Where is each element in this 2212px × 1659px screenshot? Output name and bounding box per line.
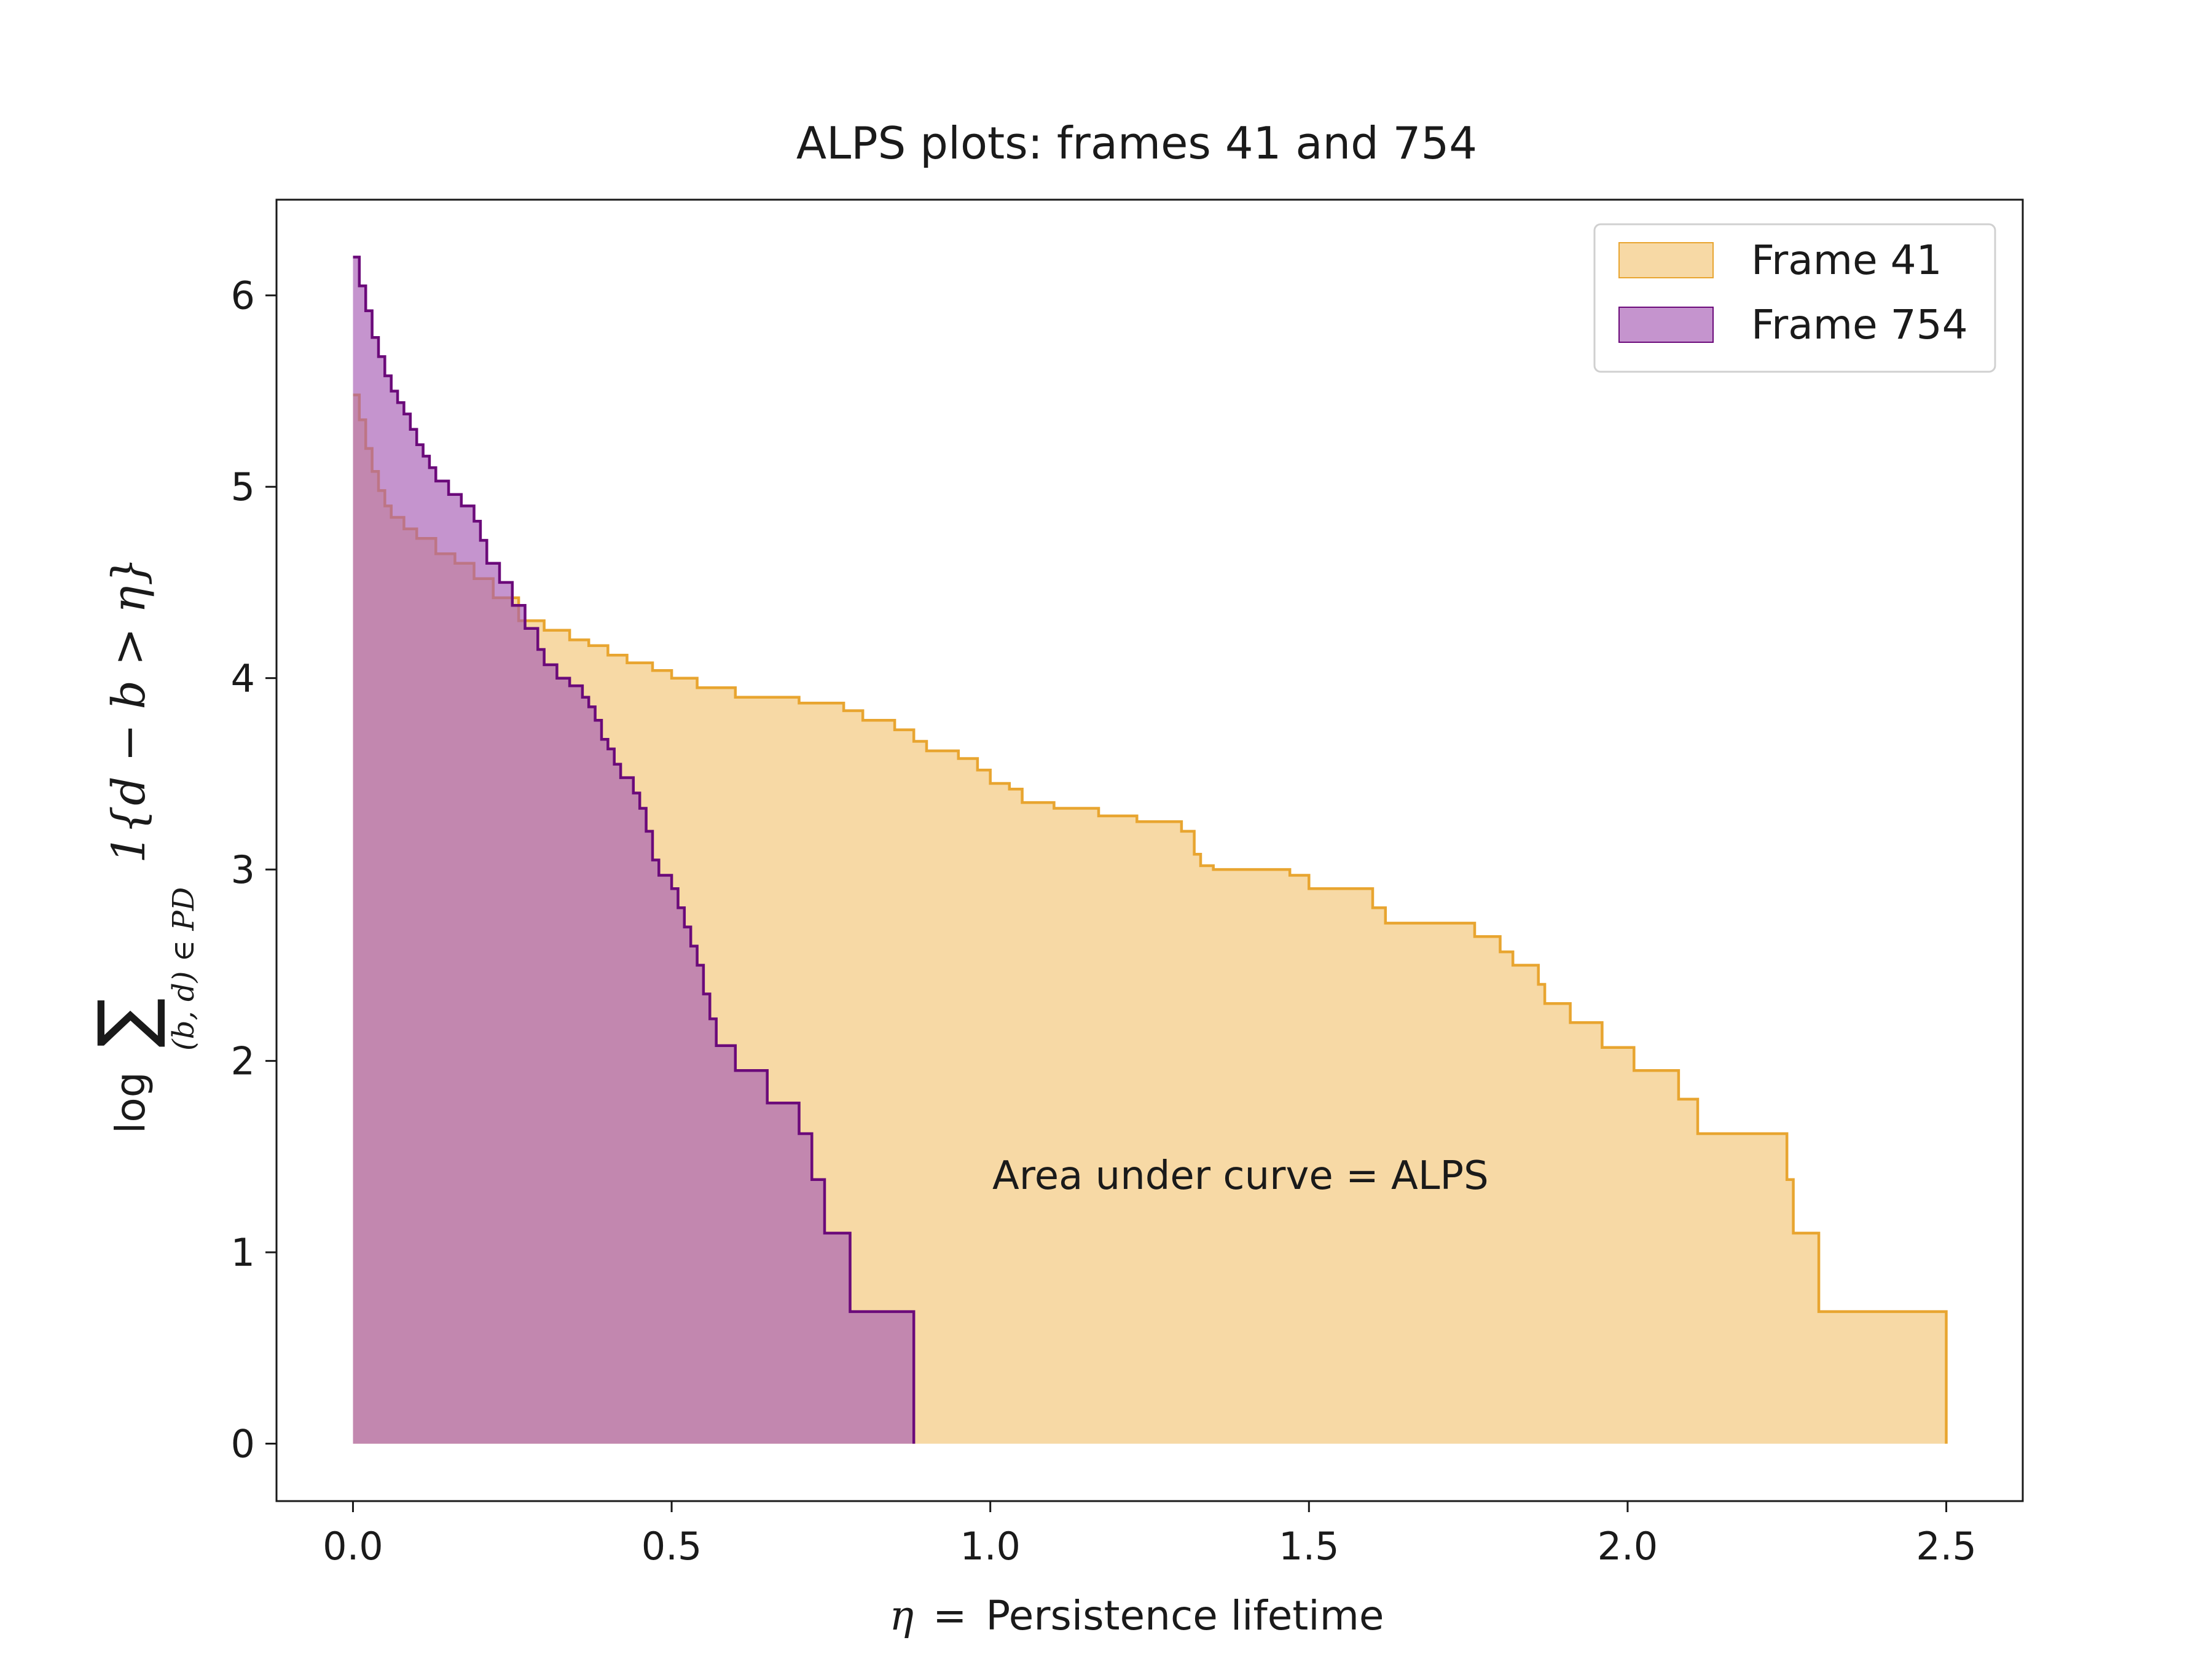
y-axis-label-sum: ∑ [83,998,168,1048]
x-axis-label-text: Persistence lifetime [986,1592,1384,1639]
x-axis: 0.0 0.5 1.0 1.5 2.0 2.5 [323,1501,1977,1569]
x-tick-label: 0.0 [323,1524,383,1569]
y-tick-label: 3 [231,847,255,892]
x-tick-label: 2.5 [1916,1524,1977,1569]
plot-frame [275,198,2024,1502]
x-axis-label: η = Persistence lifetime [890,1592,1384,1639]
legend-label-frame-41: Frame 41 [1751,237,1942,284]
x-axis-label-equals: = [933,1592,967,1639]
y-tick-label: 0 [231,1422,255,1467]
plot-area [353,256,1948,1444]
y-axis: 0 1 2 3 4 5 6 [231,273,276,1467]
legend: Frame 41 Frame 754 [1593,223,1996,373]
y-tick-label: 4 [231,656,255,701]
area-frame-754 [353,257,914,1444]
x-tick-label: 1.5 [1279,1524,1339,1569]
x-tick-label: 2.0 [1598,1524,1658,1569]
y-axis-label-log: log [107,1072,154,1134]
x-tick-label: 1.0 [960,1524,1021,1569]
y-axis-label: log ∑ (b, d) ∈ PD 1{d − b > η} [83,557,201,1134]
y-tick-label: 1 [231,1230,255,1275]
y-axis-label-indicator: 1{d − b > η} [103,557,155,863]
legend-label-frame-754: Frame 754 [1751,301,1968,348]
y-tick-label: 2 [231,1039,255,1084]
y-axis-label-subscript: (b, d) ∈ PD [167,887,201,1051]
x-axis-label-symbol: η [890,1592,914,1639]
annotation-text: Area under curve = ALPS [992,1153,1489,1199]
x-tick-label: 0.5 [641,1524,702,1569]
legend-swatch-frame-754 [1618,307,1714,343]
chart-title: ALPS plots: frames 41 and 754 [796,117,1477,169]
y-tick-label: 6 [231,273,255,318]
line-frame-754 [353,256,916,1444]
legend-swatch-frame-41 [1618,242,1714,278]
y-tick-label: 5 [231,465,255,509]
